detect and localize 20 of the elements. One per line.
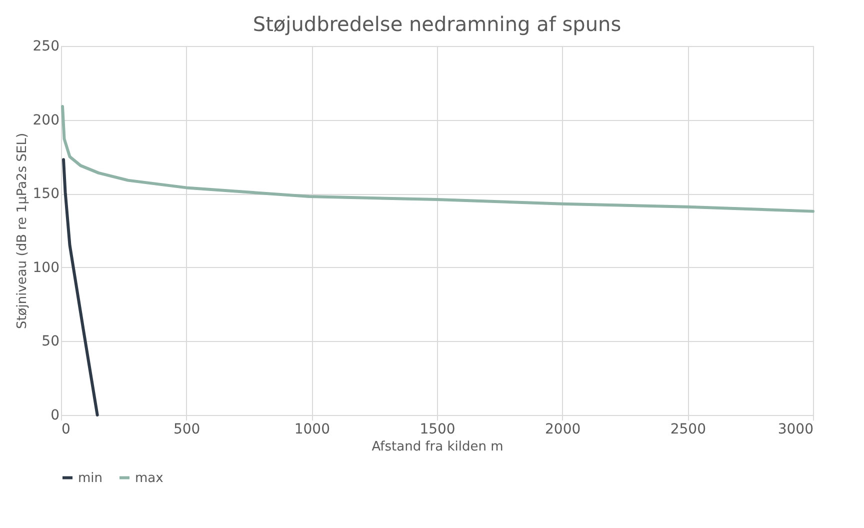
y-tick-label: 150 bbox=[32, 186, 60, 202]
legend-label: max bbox=[135, 470, 164, 486]
x-tick-label: 0 bbox=[62, 422, 70, 438]
y-tick-label: 50 bbox=[42, 334, 60, 350]
x-tick-label: 2000 bbox=[545, 422, 581, 438]
x-tick-label: 500 bbox=[173, 422, 200, 438]
x-tick-label: 1500 bbox=[420, 422, 456, 438]
x-tick-label: 3000 bbox=[778, 422, 814, 438]
y-tick-label: 250 bbox=[32, 38, 60, 54]
y-axis-title: Støjniveau (dB re 1µPa2s SEL) bbox=[14, 132, 30, 330]
line-series bbox=[62, 158, 99, 416]
y-tick-label: 200 bbox=[32, 112, 60, 128]
y-tick-label: 0 bbox=[50, 408, 60, 424]
legend-label: min bbox=[78, 470, 103, 486]
x-tick-label: 2500 bbox=[670, 422, 706, 438]
x-tick-label: 1000 bbox=[294, 422, 330, 438]
y-tick-label: 100 bbox=[32, 260, 60, 276]
chart-title: Støjudbredelse nedramning af spuns bbox=[252, 12, 622, 36]
x-axis-title: Afstand fra kilden m bbox=[372, 440, 504, 454]
line-series bbox=[61, 105, 814, 213]
